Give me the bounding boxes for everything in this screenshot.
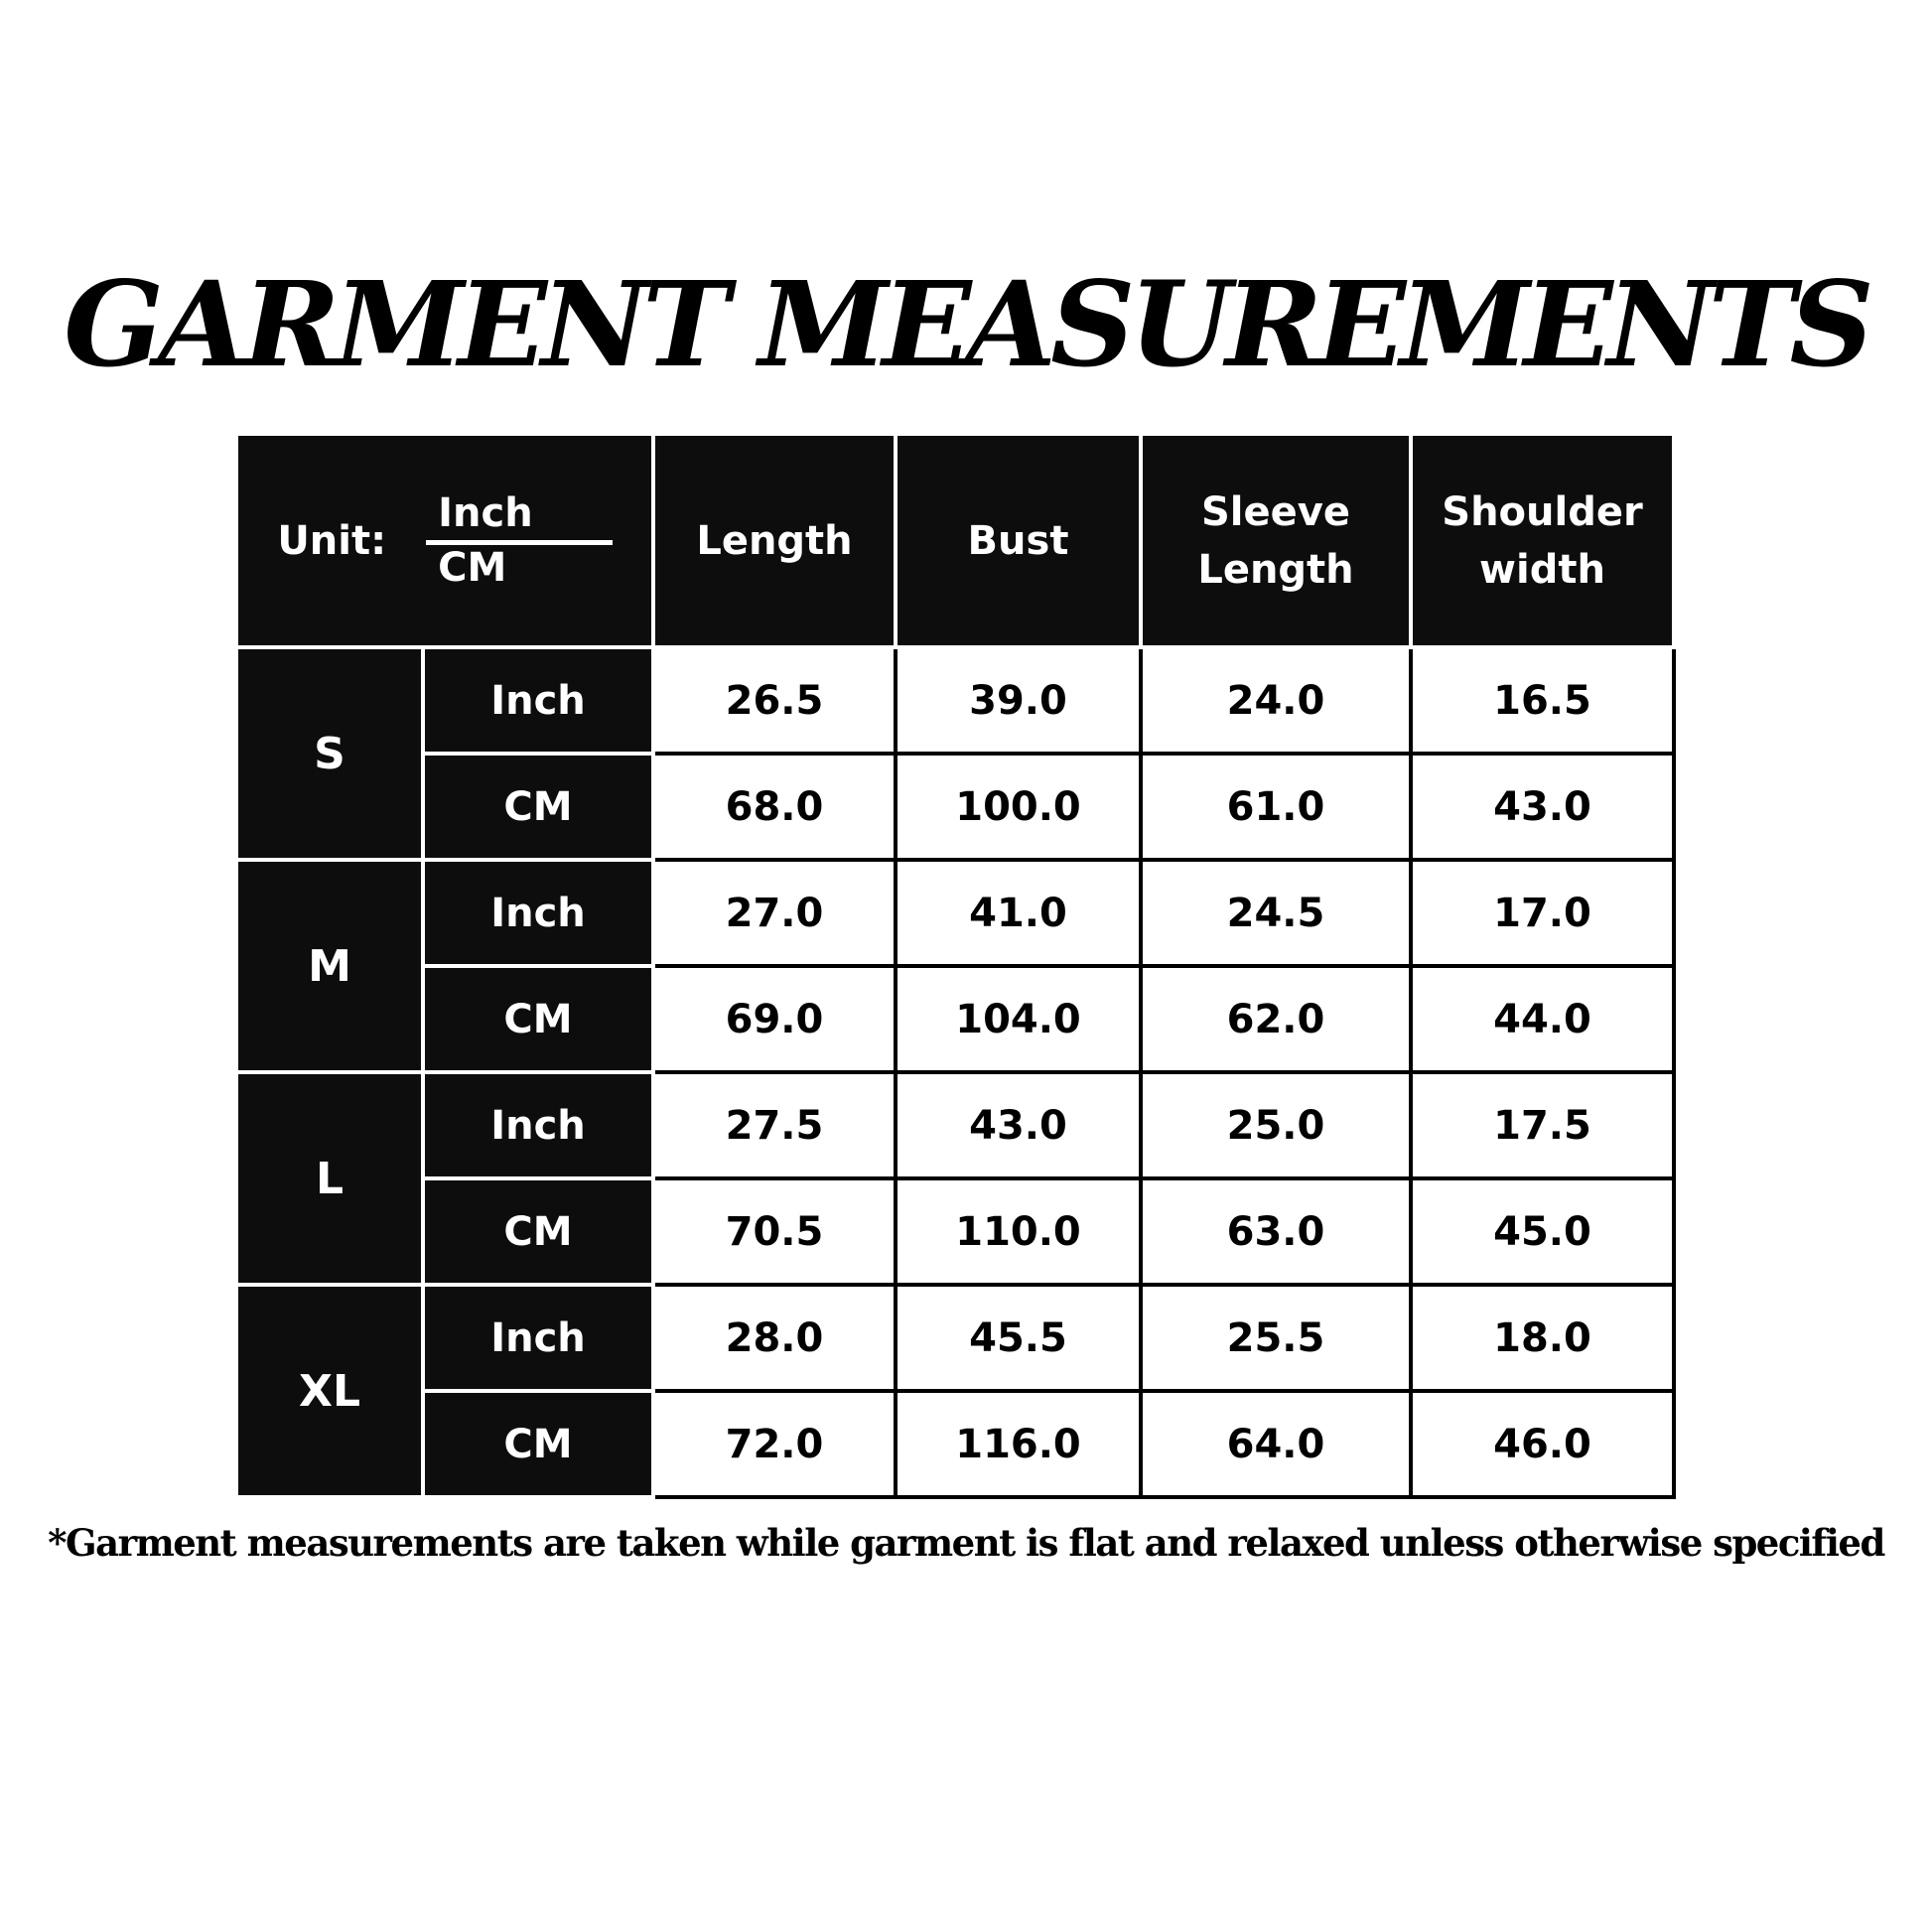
size-label: M [234,858,425,1074]
value-bust: 104.0 [894,964,1143,1074]
table-row: CM 70.5 110.0 63.0 45.0 [236,1176,1676,1287]
table-row: M Inch 27.0 41.0 24.5 17.0 [234,858,1676,1074]
unit-cell: CM [421,752,655,862]
table-row: CM 69.0 104.0 62.0 44.0 [236,964,1676,1074]
table-row: CM 68.0 100.0 61.0 43.0 [236,752,1676,862]
value-bust: 116.0 [894,1389,1143,1499]
value-length: 26.5 [651,645,897,756]
value-bust: 110.0 [894,1176,1143,1287]
value-sleeve-length: 64.0 [1139,1389,1413,1499]
table-row: CM 72.0 116.0 64.0 46.0 [236,1389,1676,1499]
value-shoulder-width: 17.0 [1409,858,1676,968]
footnote: *Garment measurements are taken while ga… [48,1521,1885,1565]
unit-cm: CM [438,545,507,591]
value-length: 69.0 [651,964,897,1074]
value-bust: 100.0 [894,752,1143,862]
value-bust: 45.5 [894,1283,1143,1393]
value-length: 70.5 [651,1176,897,1287]
page-title: GARMENT MEASUREMENTS [64,255,1873,393]
size-label: L [234,1070,425,1287]
value-bust: 39.0 [894,645,1143,756]
unit-cell: Inch [421,645,655,756]
unit-label: Unit: [277,517,387,564]
value-length: 72.0 [651,1389,897,1499]
value-shoulder-width: 16.5 [1409,645,1676,756]
value-length: 27.5 [651,1070,897,1180]
value-bust: 41.0 [894,858,1143,968]
value-sleeve-length: 25.5 [1139,1283,1413,1393]
value-shoulder-width: 18.0 [1409,1283,1676,1393]
unit-header: Unit: Inch CM [234,432,655,649]
unit-cell: Inch [421,858,655,968]
value-sleeve-length: 24.0 [1139,645,1413,756]
value-length: 28.0 [651,1283,897,1393]
value-length: 27.0 [651,858,897,968]
header-sleeve-length: Sleeve Length [1139,432,1413,649]
header-row: Unit: Inch CM Length Bust Sleeve Length … [234,432,1676,649]
unit-inch: Inch [426,490,613,545]
value-shoulder-width: 45.0 [1409,1176,1676,1287]
value-sleeve-length: 24.5 [1139,858,1413,968]
value-sleeve-length: 61.0 [1139,752,1413,862]
value-shoulder-width: 44.0 [1409,964,1676,1074]
size-label: S [234,645,425,862]
header-length: Length [651,432,897,649]
header-bust: Bust [894,432,1143,649]
header-shoulder-width: Shoulder width [1409,432,1676,649]
unit-cell: Inch [421,1283,655,1393]
unit-cell: CM [421,1389,655,1499]
value-shoulder-width: 43.0 [1409,752,1676,862]
value-shoulder-width: 46.0 [1409,1389,1676,1499]
size-chart-table: Unit: Inch CM Length Bust Sleeve Length … [234,432,1676,1499]
value-shoulder-width: 17.5 [1409,1070,1676,1180]
unit-cell: Inch [421,1070,655,1180]
size-label: XL [234,1283,425,1499]
table-row: L Inch 27.5 43.0 25.0 17.5 [234,1070,1676,1287]
value-bust: 43.0 [894,1070,1143,1180]
unit-cell: CM [421,964,655,1074]
table-row: XL Inch 28.0 45.5 25.5 18.0 [234,1283,1676,1499]
value-sleeve-length: 63.0 [1139,1176,1413,1287]
value-sleeve-length: 25.0 [1139,1070,1413,1180]
table-row: S Inch 26.5 39.0 24.0 16.5 [234,645,1676,862]
value-sleeve-length: 62.0 [1139,964,1413,1074]
unit-cell: CM [421,1176,655,1287]
value-length: 68.0 [651,752,897,862]
